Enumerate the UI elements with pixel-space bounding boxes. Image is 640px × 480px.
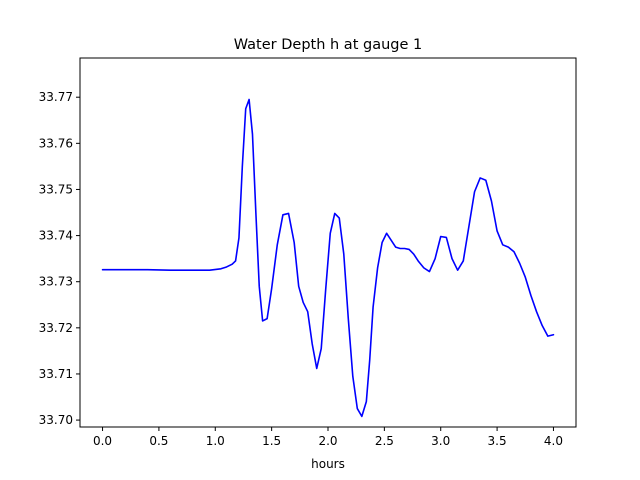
y-tick-label: 33.77 [39, 90, 73, 104]
x-tick-label: 4.0 [544, 434, 563, 448]
x-tick-label: 2.5 [375, 434, 394, 448]
x-axis-label: hours [311, 457, 345, 471]
y-axis: 33.70 33.71 33.72 33.73 33.74 33.75 33.76 33.77 [39, 90, 80, 427]
y-tick-label: 33.74 [39, 229, 73, 243]
x-tick-label: 0.5 [149, 434, 168, 448]
y-tick-label: 33.71 [39, 367, 73, 381]
x-tick-label: 1.0 [206, 434, 225, 448]
chart-title: Water Depth h at gauge 1 [234, 37, 422, 53]
x-tick-label: 3.5 [488, 434, 507, 448]
x-tick-label: 2.0 [318, 434, 337, 448]
y-tick-label: 33.70 [39, 413, 73, 427]
x-tick-label: 3.0 [431, 434, 450, 448]
y-tick-label: 33.76 [39, 136, 73, 150]
y-tick-label: 33.75 [39, 182, 73, 196]
x-axis: 0.0 0.5 1.0 1.5 2.0 2.5 3.0 3.5 4.0 [93, 427, 563, 448]
series-line-0 [101, 98, 555, 418]
y-tick-label: 33.73 [39, 275, 73, 289]
y-tick-label: 33.72 [39, 321, 73, 335]
x-tick-label: 0.0 [93, 434, 112, 448]
x-tick-label: 1.5 [262, 434, 281, 448]
